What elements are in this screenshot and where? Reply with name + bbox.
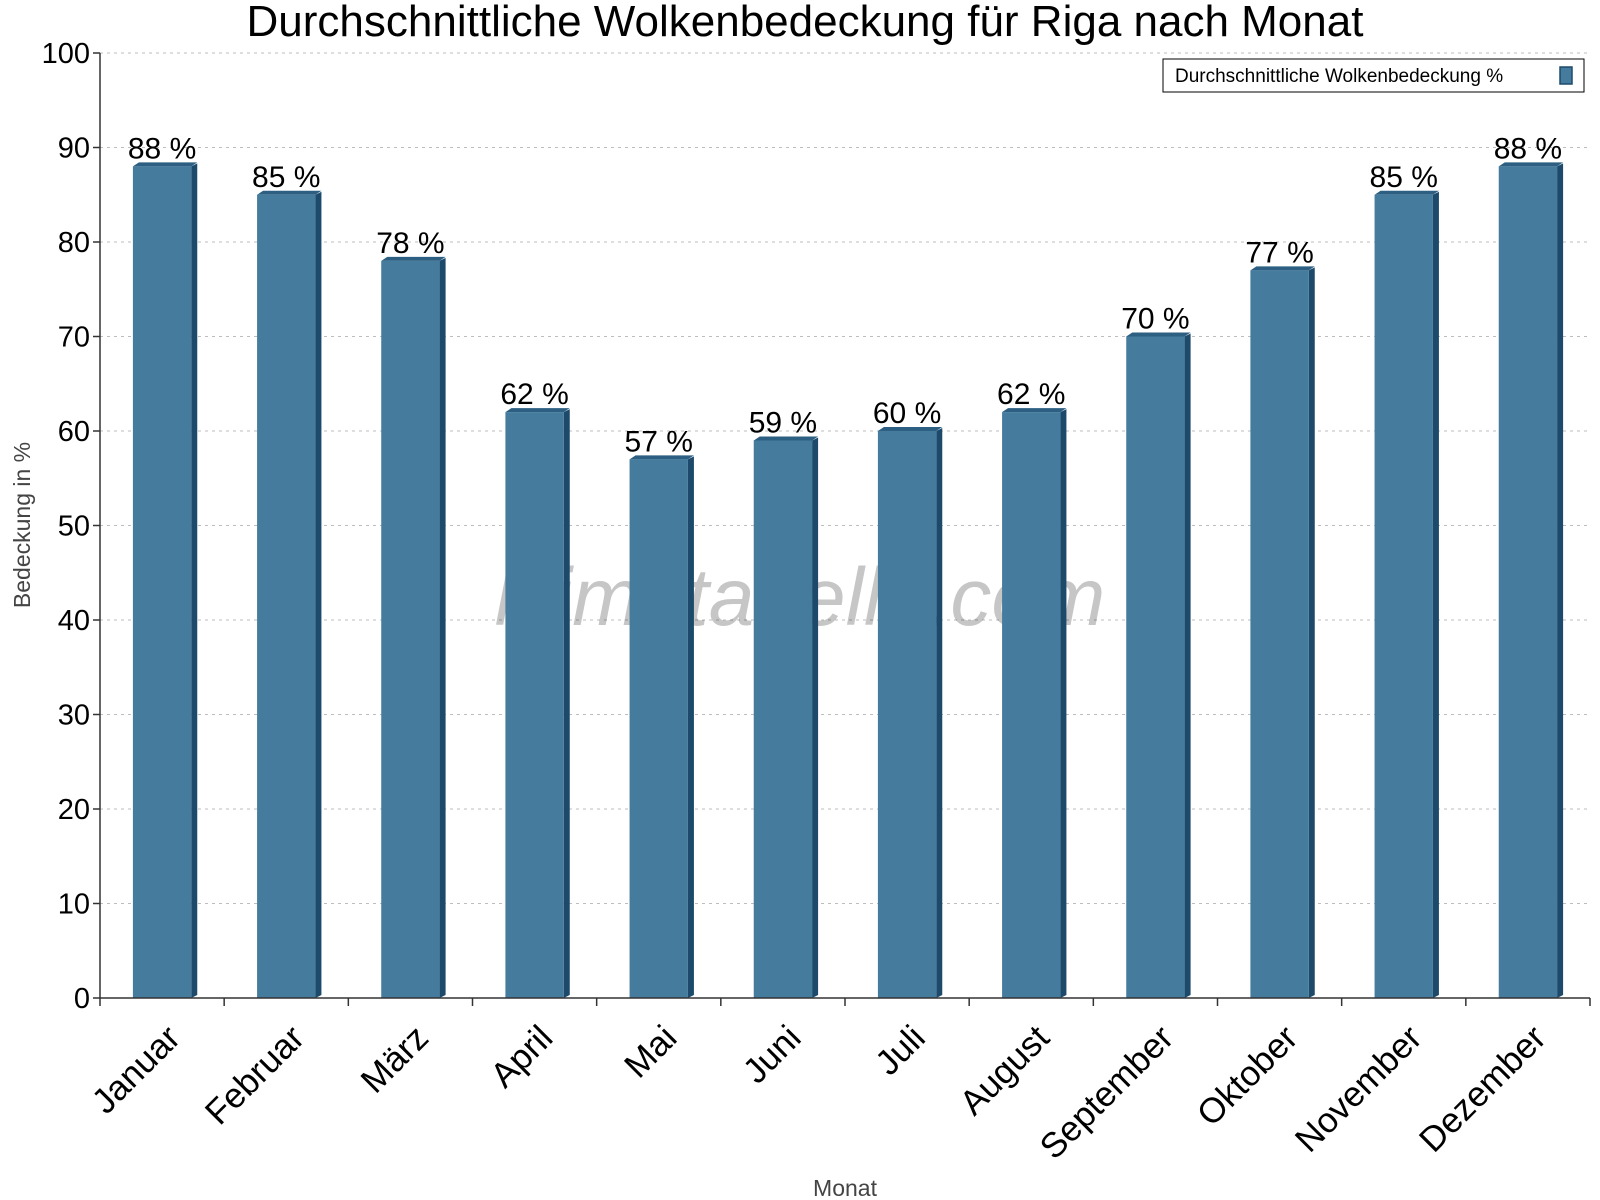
y-tick-label: 40 bbox=[58, 605, 90, 637]
y-tick-label: 80 bbox=[58, 227, 90, 259]
bar-top bbox=[753, 436, 819, 441]
bar-front bbox=[753, 440, 813, 998]
bar-front bbox=[381, 260, 440, 998]
data-label: 85 % bbox=[1370, 161, 1438, 194]
bar-top bbox=[257, 190, 322, 195]
bar-side bbox=[563, 409, 570, 999]
data-label: 88 % bbox=[128, 132, 196, 165]
bar bbox=[1126, 332, 1191, 998]
x-axis-title: Monat bbox=[813, 1175, 878, 1200]
bar-top bbox=[381, 256, 446, 261]
data-label: 57 % bbox=[625, 425, 693, 458]
legend-box bbox=[1162, 58, 1585, 93]
data-label: 62 % bbox=[500, 378, 568, 411]
x-tick-label: August bbox=[952, 1018, 1057, 1123]
bar-front bbox=[132, 166, 192, 998]
bar-front bbox=[1002, 412, 1061, 999]
bar-side bbox=[1060, 409, 1067, 999]
x-tick-label: April bbox=[483, 1018, 560, 1095]
bar-side bbox=[1308, 267, 1315, 999]
grid-lines bbox=[100, 52, 1590, 904]
bar-top bbox=[1374, 190, 1439, 195]
y-tick-label: 90 bbox=[58, 133, 90, 165]
bar-side bbox=[439, 257, 446, 998]
legend: Durchschnittliche Wolkenbedeckung % bbox=[1162, 58, 1585, 93]
bar-top bbox=[1498, 162, 1564, 167]
bar-top bbox=[1002, 408, 1067, 413]
bar-side bbox=[1432, 191, 1439, 998]
bar-top bbox=[1126, 332, 1191, 337]
bar-front bbox=[505, 412, 564, 999]
bar bbox=[132, 162, 198, 998]
bar bbox=[629, 455, 694, 999]
legend-swatch bbox=[1559, 66, 1573, 85]
data-label: 77 % bbox=[1245, 236, 1313, 269]
bar-top bbox=[1250, 266, 1315, 271]
x-tick-label: November bbox=[1288, 1018, 1430, 1160]
y-ticks: 0 10 20 30 40 50 60 70 80 90 100 bbox=[42, 38, 100, 1015]
bar-top bbox=[505, 408, 570, 413]
bar bbox=[1002, 408, 1067, 999]
bar bbox=[753, 436, 819, 998]
bar-front bbox=[1374, 194, 1433, 998]
y-axis-title: Bedeckung in % bbox=[9, 442, 35, 608]
data-label: 60 % bbox=[873, 397, 941, 430]
x-tick-label: Juni bbox=[736, 1018, 809, 1091]
x-tick-label: März bbox=[353, 1018, 436, 1101]
bar-top bbox=[132, 162, 198, 167]
y-tick-label: 70 bbox=[58, 322, 90, 354]
bar bbox=[381, 256, 446, 998]
legend-label: Durchschnittliche Wolkenbedeckung % bbox=[1175, 66, 1503, 87]
data-label: 59 % bbox=[749, 406, 817, 439]
bars bbox=[132, 162, 1564, 999]
y-tick-label: 60 bbox=[58, 416, 90, 448]
data-label: 85 % bbox=[252, 161, 320, 194]
y-tick-label: 0 bbox=[74, 983, 90, 1015]
y-tick-label: 50 bbox=[58, 511, 90, 543]
x-tick-label: Juli bbox=[868, 1018, 933, 1083]
data-labels: 88 % 85 % 78 % 62 % 57 % 59 % 60 % 62 % 70 % 77 %… bbox=[128, 132, 1562, 458]
bar-side bbox=[315, 191, 322, 998]
bar bbox=[877, 427, 943, 998]
bar-front bbox=[257, 194, 316, 998]
data-label: 88 % bbox=[1494, 132, 1562, 165]
bar bbox=[257, 190, 322, 998]
data-label: 78 % bbox=[376, 227, 444, 260]
bar-top bbox=[629, 455, 694, 460]
x-tick-label: Februar bbox=[198, 1018, 312, 1132]
y-tick-label: 100 bbox=[42, 38, 90, 70]
data-label: 62 % bbox=[997, 378, 1065, 411]
x-tick-label: Oktober bbox=[1190, 1018, 1306, 1134]
chart-title: Durchschnittliche Wolkenbedeckung für Ri… bbox=[247, 0, 1364, 46]
y-tick-label: 10 bbox=[58, 889, 90, 921]
x-tick-label: Mai bbox=[617, 1018, 684, 1085]
data-label: 70 % bbox=[1121, 303, 1189, 336]
y-tick-label: 30 bbox=[58, 700, 90, 732]
x-tick-label: Dezember bbox=[1412, 1018, 1554, 1160]
bar bbox=[1374, 190, 1439, 998]
bar bbox=[1250, 266, 1315, 999]
bar bbox=[1498, 162, 1564, 998]
x-tick-label: September bbox=[1032, 1018, 1181, 1167]
bar-side bbox=[687, 456, 694, 999]
bar-side bbox=[936, 428, 943, 998]
bar-front bbox=[1498, 166, 1558, 998]
x-ticks bbox=[99, 998, 1591, 1006]
bar-side bbox=[812, 437, 819, 998]
bar-side bbox=[191, 163, 198, 998]
bar-front bbox=[1126, 336, 1185, 998]
bar-front bbox=[877, 431, 937, 998]
bar bbox=[505, 408, 570, 999]
bar-top bbox=[877, 427, 943, 431]
bar-side bbox=[1184, 333, 1191, 998]
bar-front bbox=[1250, 270, 1309, 999]
bar-front bbox=[629, 459, 688, 999]
x-labels: Januar Februar März April Mai Juni Juli AugustS… bbox=[84, 1018, 1553, 1167]
bar-side bbox=[1557, 163, 1564, 998]
x-tick-label: Januar bbox=[84, 1018, 187, 1121]
y-tick-label: 20 bbox=[58, 794, 90, 826]
